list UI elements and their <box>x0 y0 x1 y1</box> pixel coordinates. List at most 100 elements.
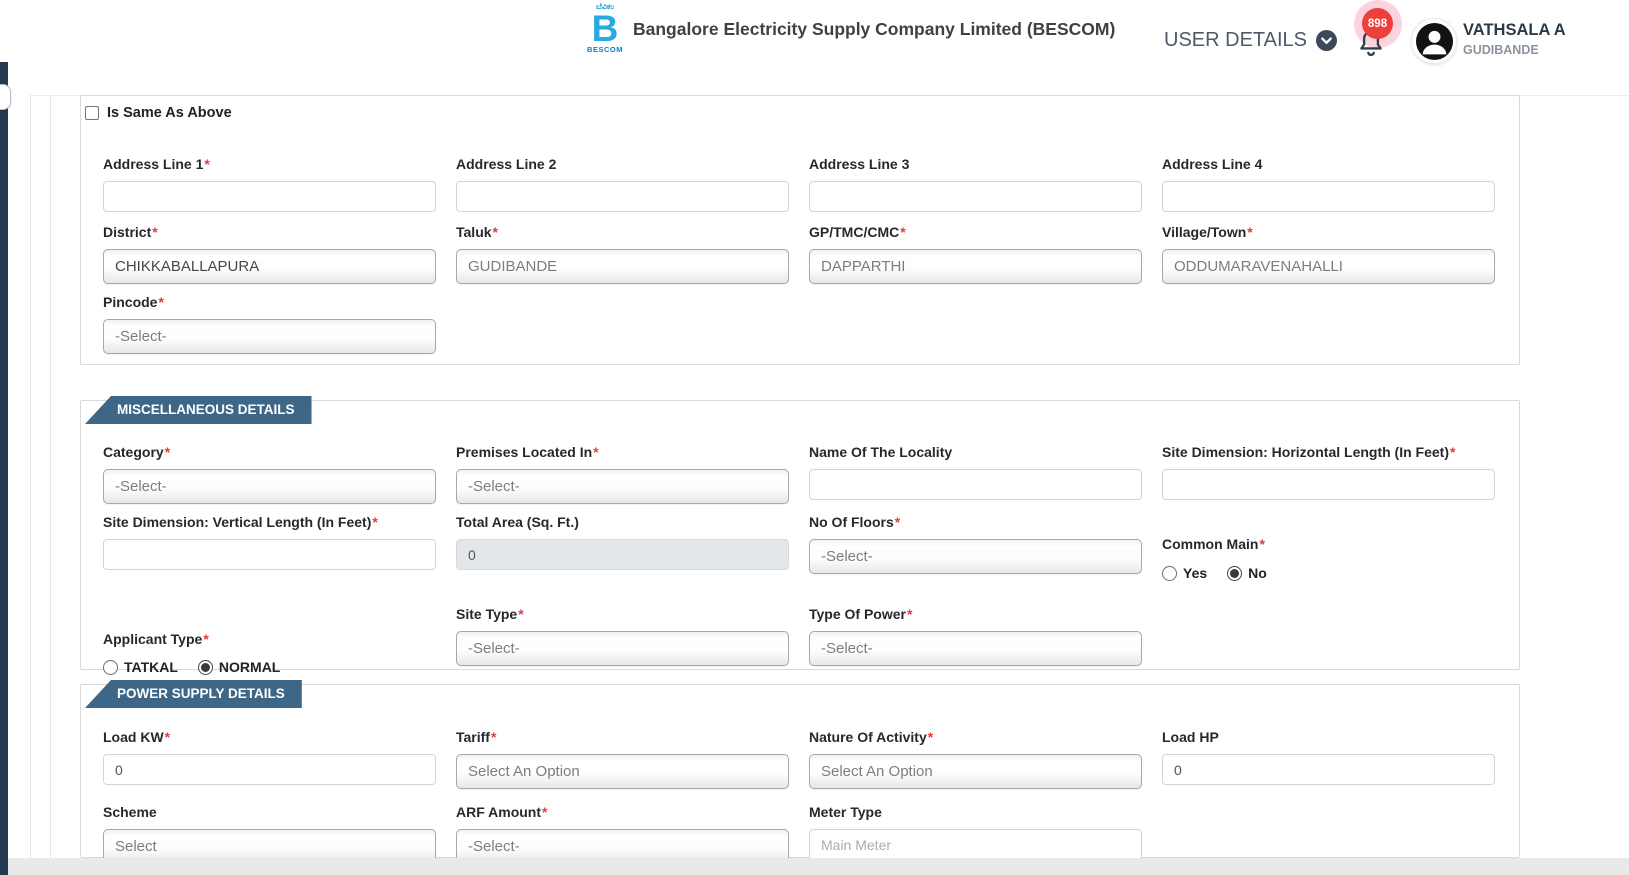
tariff-select[interactable]: Select An Option <box>456 754 789 789</box>
no-of-floors-select[interactable]: -Select- <box>809 539 1142 574</box>
required-asterisk: * <box>490 729 497 745</box>
field-common-main: Common Main* Yes No <box>1162 536 1495 581</box>
pincode-value: -Select- <box>115 328 167 345</box>
nature-of-activity-value: Select An Option <box>821 763 933 780</box>
name-of-locality-input[interactable] <box>809 469 1142 500</box>
scheme-value: Select <box>115 838 157 855</box>
radio-label: Yes <box>1183 565 1208 581</box>
required-asterisk: * <box>204 156 210 172</box>
user-details-menu[interactable]: USER DETAILS <box>1164 29 1337 52</box>
required-asterisk: * <box>518 606 524 622</box>
taluk-value: GUDIBANDE <box>468 258 558 275</box>
pincode-select[interactable]: -Select- <box>103 319 436 354</box>
required-asterisk: * <box>1259 536 1265 552</box>
field-taluk: Taluk* GUDIBANDE <box>456 224 789 284</box>
field-category: Category* -Select- <box>103 444 436 504</box>
field-label: ARF Amount <box>456 804 542 820</box>
common-main-no-radio[interactable]: No <box>1227 565 1267 581</box>
address-line-4-input[interactable] <box>1162 181 1495 212</box>
type-of-power-select[interactable]: -Select- <box>809 631 1142 666</box>
address-panel: Is Same As Above Address Line 1* Address… <box>80 95 1520 365</box>
radio-icon <box>197 659 213 675</box>
chevron-down-icon <box>1316 30 1337 51</box>
required-asterisk: * <box>593 444 599 460</box>
footer-bar <box>8 858 1629 875</box>
taluk-select[interactable]: GUDIBANDE <box>456 249 789 284</box>
field-nature-of-activity: Nature Of Activity* Select An Option <box>809 729 1142 789</box>
nature-of-activity-select[interactable]: Select An Option <box>809 754 1142 789</box>
category-select[interactable]: -Select- <box>103 469 436 504</box>
field-label: Tariff <box>456 729 490 745</box>
avatar[interactable] <box>1411 18 1457 64</box>
miscellaneous-details-panel: MISCELLANEOUS DETAILS Category* -Select-… <box>80 396 1520 675</box>
logo-mark: B <box>591 8 619 49</box>
total-area-input <box>456 539 789 570</box>
field-load-kw: Load KW* <box>103 729 436 789</box>
required-asterisk: * <box>927 729 934 745</box>
field-horizontal-length: Site Dimension: Horizontal Length (In Fe… <box>1162 444 1495 504</box>
applicant-type-normal-radio[interactable]: NORMAL <box>197 659 281 675</box>
field-label: Village/Town <box>1162 224 1247 240</box>
address-line-3-input[interactable] <box>809 181 1142 212</box>
horizontal-length-input[interactable] <box>1162 469 1495 500</box>
app-header: ಬೆವಿಕಂ B BESCOM Bangalore Electricity Su… <box>0 0 1629 64</box>
gp-tmc-cmc-select[interactable]: DAPPARTHI <box>809 249 1142 284</box>
field-label: Scheme <box>103 804 157 820</box>
content-left-border-inner <box>50 95 51 858</box>
district-select[interactable]: CHIKKABALLAPURA <box>103 249 436 284</box>
load-hp-input[interactable] <box>1162 754 1495 785</box>
field-total-area: Total Area (Sq. Ft.) <box>456 514 789 581</box>
meter-type-input[interactable] <box>809 829 1142 860</box>
site-type-select[interactable]: -Select- <box>456 631 789 666</box>
logo-caption: BESCOM <box>587 45 623 54</box>
field-label: Load HP <box>1162 729 1219 745</box>
field-label: Address Line 4 <box>1162 156 1263 172</box>
address-line-1-input[interactable] <box>103 181 436 212</box>
field-label: Premises Located In <box>456 444 593 460</box>
field-no-of-floors: No Of Floors* -Select- <box>809 514 1142 581</box>
required-asterisk: * <box>152 224 158 240</box>
required-asterisk: * <box>1450 444 1456 460</box>
user-icon <box>1415 22 1453 60</box>
radio-label: NORMAL <box>218 659 281 675</box>
common-main-radio-group: Yes No <box>1162 565 1495 581</box>
type-of-power-value: -Select- <box>821 640 873 657</box>
same-as-above-label: Is Same As Above <box>107 105 232 121</box>
field-label: Address Line 2 <box>456 156 557 172</box>
required-asterisk: * <box>203 631 209 647</box>
field-scheme: Scheme Select <box>103 804 436 864</box>
field-district: District* CHIKKABALLAPURA <box>103 224 436 284</box>
field-label: Nature Of Activity <box>809 729 927 745</box>
page-title: Bangalore Electricity Supply Company Lim… <box>633 19 1116 39</box>
field-label: Address Line 1 <box>103 156 204 172</box>
user-info: VATHSALA A GUDIBANDE <box>1463 20 1566 58</box>
same-as-above-checkbox[interactable]: Is Same As Above <box>85 105 232 121</box>
notifications-button[interactable]: 898 <box>1350 0 1402 62</box>
district-value: CHIKKABALLAPURA <box>115 258 260 275</box>
applicant-type-tatkal-radio[interactable]: TATKAL <box>103 659 178 675</box>
sidebar-toggle[interactable] <box>0 84 11 110</box>
field-label: Common Main <box>1162 536 1259 552</box>
applicant-type-radio-group: TATKAL NORMAL <box>103 659 436 675</box>
premises-located-in-select[interactable]: -Select- <box>456 469 789 504</box>
village-town-select[interactable]: ODDUMARAVENAHALLI <box>1162 249 1495 284</box>
required-asterisk: * <box>492 224 498 240</box>
field-label: Site Dimension: Horizontal Length (In Fe… <box>1162 444 1449 460</box>
radio-label: No <box>1248 565 1267 581</box>
site-type-value: -Select- <box>468 640 520 657</box>
address-line-2-input[interactable] <box>456 181 789 212</box>
required-asterisk: * <box>542 804 548 820</box>
common-main-yes-radio[interactable]: Yes <box>1162 565 1207 581</box>
field-tariff: Tariff* Select An Option <box>456 729 789 789</box>
required-asterisk: * <box>164 444 171 460</box>
required-asterisk: * <box>1247 224 1253 240</box>
vertical-length-input[interactable] <box>103 539 436 570</box>
checkbox-icon[interactable] <box>85 106 99 120</box>
field-address-line-3: Address Line 3 <box>809 156 1142 212</box>
load-kw-input[interactable] <box>103 754 436 785</box>
field-label: Name Of The Locality <box>809 444 953 460</box>
field-label: Address Line 3 <box>809 156 910 172</box>
field-gp-tmc-cmc: GP/TMC/CMC* DAPPARTHI <box>809 224 1142 284</box>
field-premises-located-in: Premises Located In* -Select- <box>456 444 789 504</box>
radio-icon <box>1227 565 1243 581</box>
